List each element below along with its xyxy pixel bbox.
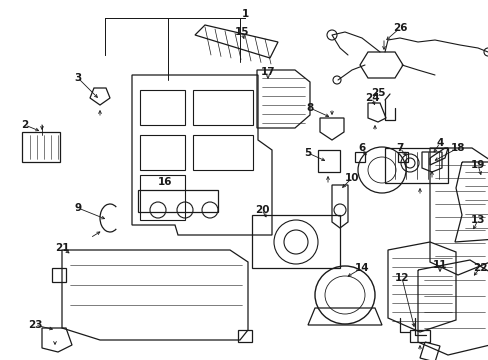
- Text: 9: 9: [74, 203, 81, 213]
- Text: 17: 17: [260, 67, 275, 77]
- Text: 8: 8: [306, 103, 313, 113]
- Text: 13: 13: [470, 215, 484, 225]
- Text: 23: 23: [28, 320, 42, 330]
- Text: 7: 7: [395, 143, 403, 153]
- Text: 22: 22: [472, 263, 486, 273]
- Bar: [193, 90, 252, 125]
- Text: 18: 18: [450, 143, 464, 153]
- Text: 6: 6: [358, 143, 365, 153]
- Text: 20: 20: [254, 205, 269, 215]
- Bar: [193, 135, 252, 170]
- Text: 4: 4: [435, 138, 443, 148]
- Text: 26: 26: [392, 23, 407, 33]
- Text: 5: 5: [304, 148, 311, 158]
- Text: 21: 21: [55, 243, 69, 253]
- Text: 12: 12: [394, 273, 408, 283]
- Bar: [140, 90, 184, 125]
- Text: 15: 15: [234, 27, 249, 37]
- Text: 19: 19: [470, 160, 484, 170]
- Text: 24: 24: [364, 93, 379, 103]
- Text: 1: 1: [241, 9, 248, 19]
- Bar: [140, 135, 184, 170]
- Bar: [140, 175, 184, 220]
- Text: 16: 16: [158, 177, 172, 187]
- Text: 10: 10: [344, 173, 359, 183]
- Text: 2: 2: [21, 120, 29, 130]
- Text: 25: 25: [370, 88, 385, 98]
- Text: 14: 14: [354, 263, 368, 273]
- Text: 11: 11: [432, 260, 447, 270]
- Text: 3: 3: [74, 73, 81, 83]
